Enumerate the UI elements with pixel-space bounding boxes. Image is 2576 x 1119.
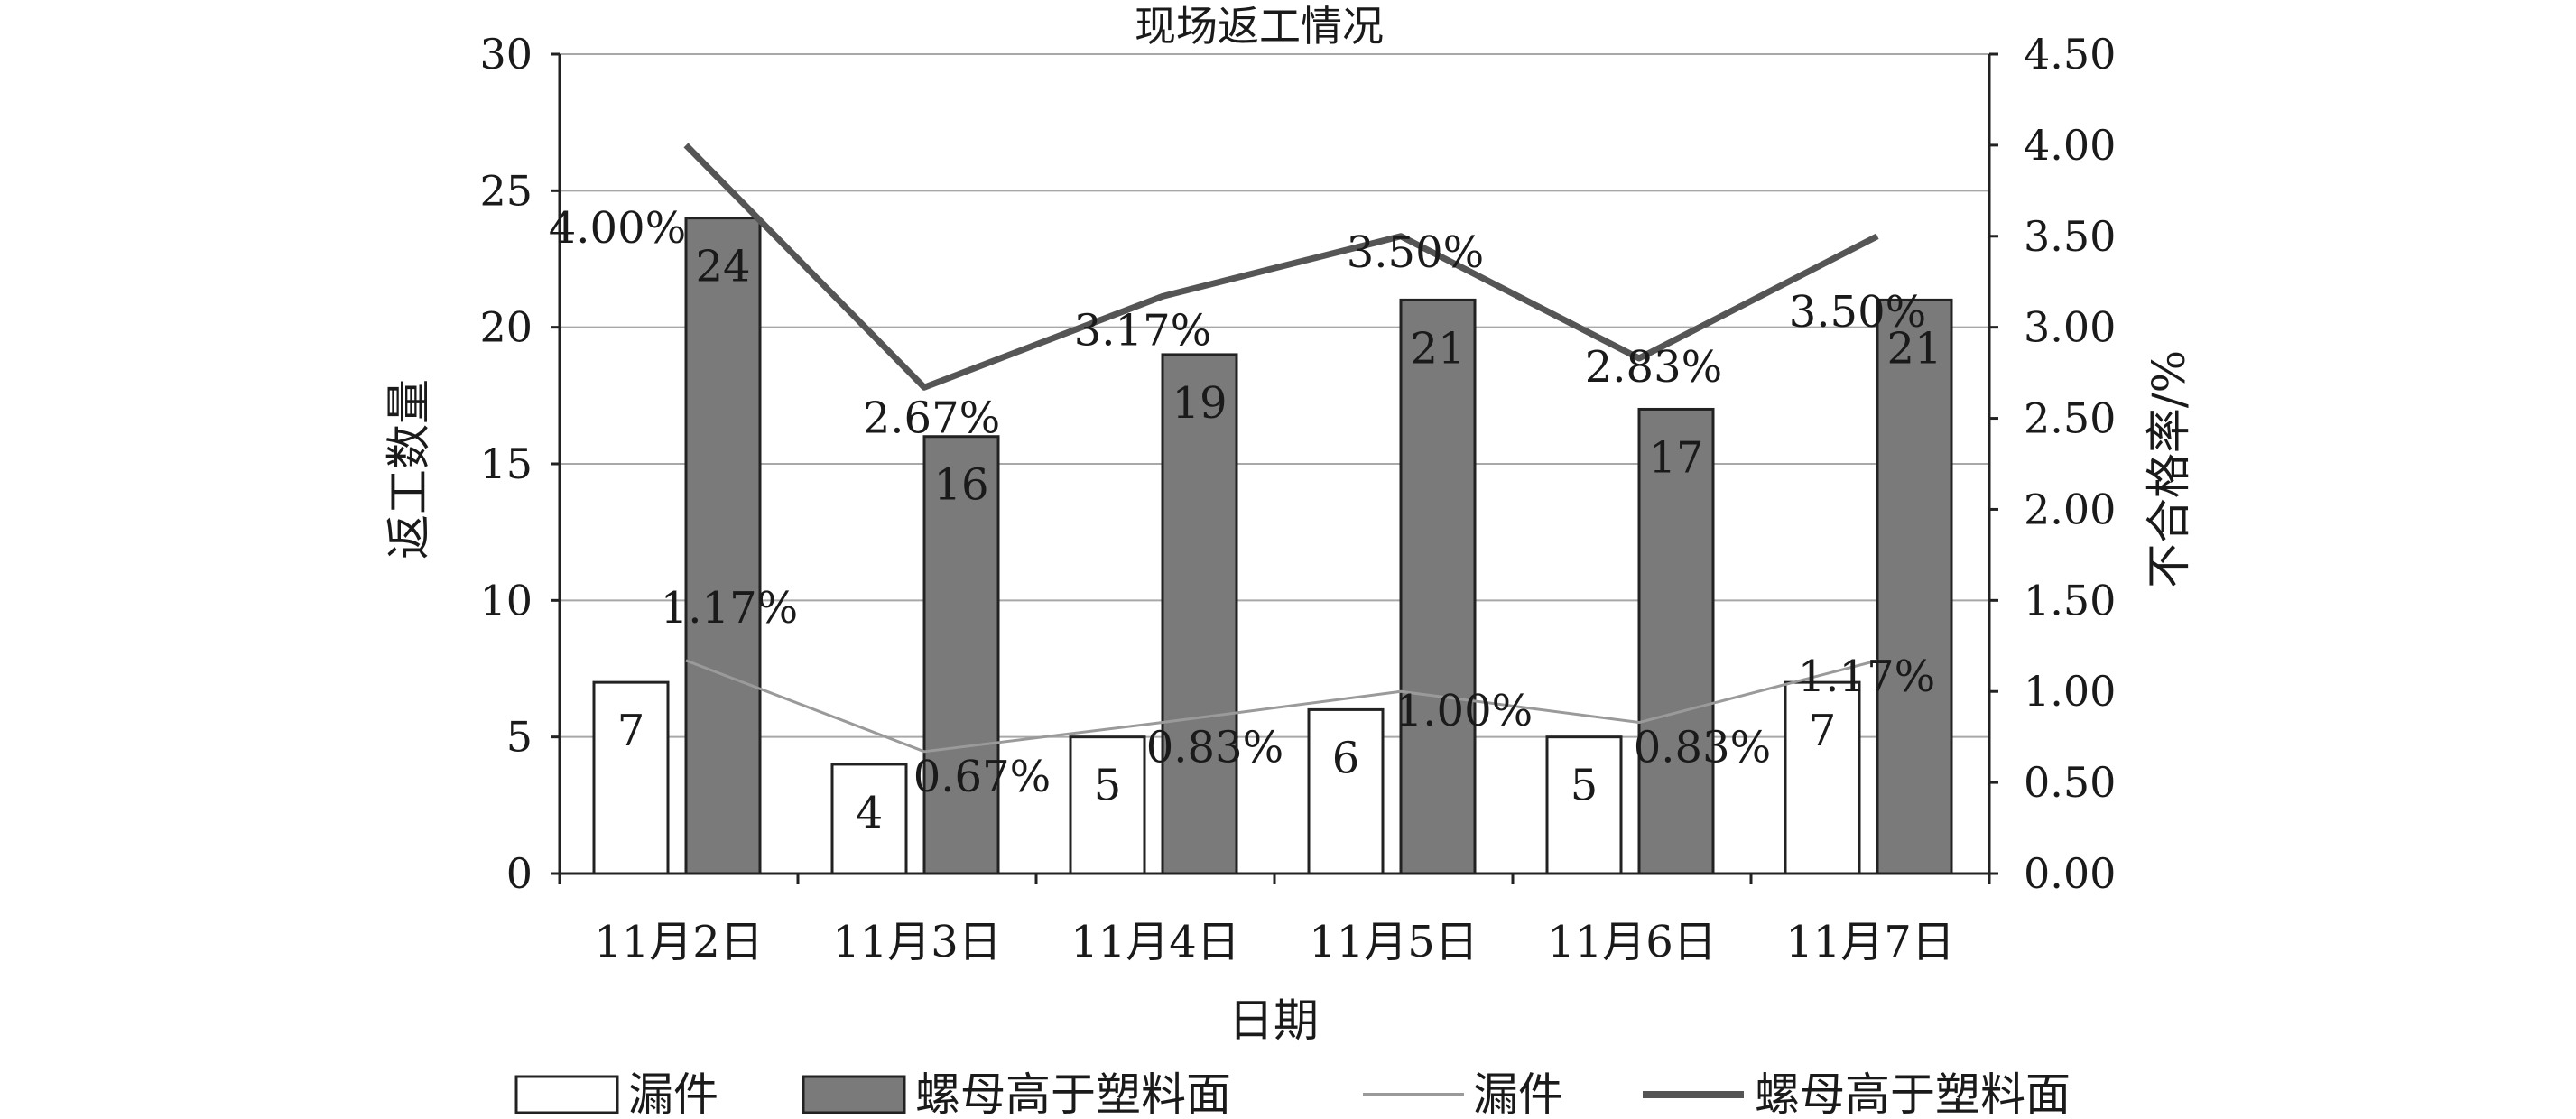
bar	[1784, 680, 1861, 875]
line-value-label: 2.67%	[863, 393, 1000, 443]
bar-value-label: 17	[1648, 432, 1703, 483]
bar-value-label: 5	[1094, 761, 1122, 811]
x-tick-label: 11月7日	[1785, 917, 1955, 967]
x-tick-label: 11月4日	[1070, 917, 1240, 967]
legend-label-bar-1: 漏件	[628, 1068, 718, 1119]
gridlines	[560, 53, 1989, 738]
chart-title: 现场返工情况	[1135, 2, 1384, 51]
line-value-label: 0.83%	[1634, 723, 1771, 773]
y2-tick-label: 0.00	[2024, 849, 2116, 898]
line-value-label: 2.83%	[1585, 342, 1722, 393]
bars	[592, 217, 1953, 875]
bar-value-label: 7	[617, 706, 645, 756]
bar	[1637, 407, 1715, 875]
axes: 0 5 10 15 20 25 30 0.00 0.50 1.00 1.50 2.00 2.50 3.00…	[479, 30, 2116, 967]
bar	[1161, 353, 1238, 875]
bar	[1399, 298, 1477, 875]
x-tick-label: 11月3日	[832, 917, 1002, 967]
y2-axis-title: 不合格率/%	[2143, 350, 2195, 588]
y-tick-label: 30	[479, 30, 533, 79]
legend-label-line-1: 漏件	[1473, 1068, 1563, 1119]
x-tick-label: 11月6日	[1547, 917, 1717, 967]
legend-swatch-bar-1	[514, 1075, 619, 1114]
series-line	[685, 659, 1878, 754]
bar	[922, 435, 1000, 875]
y2-tick-label: 2.50	[2024, 394, 2116, 443]
y2-tick-label: 4.50	[2024, 30, 2116, 79]
line-value-label: 1.00%	[1395, 686, 1533, 736]
series-line	[683, 143, 1879, 391]
bar-value-label: 5	[1571, 761, 1598, 811]
y-tick-label: 20	[479, 303, 533, 352]
line-value-label: 3.50%	[1789, 287, 1926, 338]
bar-value-label: 6	[1332, 733, 1360, 783]
y2-tick-label: 3.50	[2024, 212, 2116, 261]
line-value-label: 1.17%	[661, 583, 798, 633]
y2-tick-label: 3.00	[2024, 303, 2116, 352]
line-value-label: 1.17%	[1798, 652, 1935, 702]
y-tick-label: 25	[479, 166, 533, 215]
bar-value-label: 24	[695, 242, 750, 292]
line-value-label: 0.83%	[1146, 723, 1283, 773]
x-tick-label: 11月2日	[594, 917, 764, 967]
legend-label-bar-2: 螺母高于塑料面	[915, 1068, 1231, 1119]
line-value-label: 3.50%	[1347, 227, 1484, 278]
bar-value-label: 7	[1809, 706, 1837, 756]
lines	[683, 143, 1879, 754]
line-value-label: 3.17%	[1074, 305, 1211, 356]
y2-tick-label: 0.50	[2024, 758, 2116, 807]
x-tick-label: 11月5日	[1309, 917, 1478, 967]
y-tick-label: 0	[506, 849, 533, 898]
bar	[1876, 298, 1953, 875]
y2-tick-label: 4.00	[2024, 121, 2116, 170]
y2-tick-label: 1.50	[2024, 576, 2116, 624]
y-tick-label: 5	[506, 713, 533, 762]
bar-value-label: 16	[933, 460, 988, 511]
line-value-label: 4.00%	[549, 203, 686, 254]
bar-value-label: 19	[1172, 378, 1227, 429]
bar	[1545, 735, 1623, 875]
bar-value-label: 21	[1886, 323, 1941, 374]
data-labels: 7 24 4 16 5 19 6 21 5 17 7 21 1.17% 0.67% 0.83% 1.00% 0.…	[549, 203, 1942, 838]
bar	[830, 763, 908, 875]
y2-tick-label: 1.00	[2024, 667, 2116, 716]
x-axis-title: 日期	[1228, 994, 1319, 1047]
bar	[684, 217, 762, 875]
bar-value-label: 21	[1410, 323, 1465, 374]
legend-swatch-bar-2	[802, 1075, 906, 1114]
legend-label-line-2: 螺母高于塑料面	[1755, 1068, 2071, 1119]
y-tick-label: 10	[479, 576, 533, 624]
y-tick-label: 15	[479, 439, 533, 488]
line-value-label: 0.67%	[913, 752, 1051, 802]
bar	[1307, 707, 1385, 875]
y2-tick-label: 2.00	[2024, 485, 2116, 533]
legend: 漏件 螺母高于塑料面 漏件 螺母高于塑料面	[514, 1068, 2071, 1119]
y-axis-title: 返工数量	[383, 379, 435, 560]
bar-value-label: 4	[856, 788, 884, 838]
